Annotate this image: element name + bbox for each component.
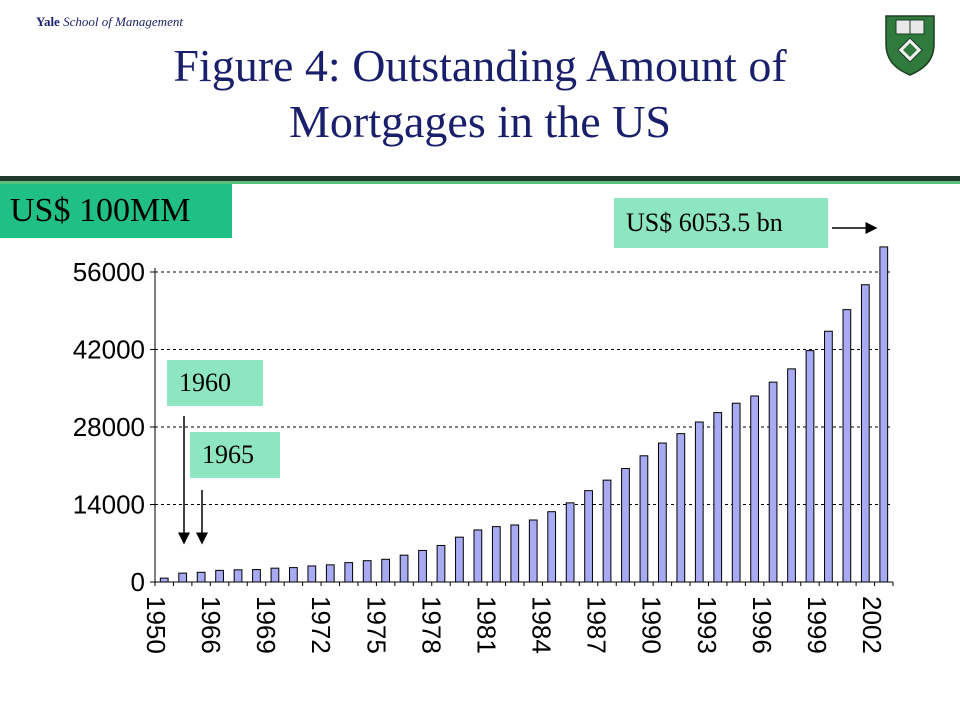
- bar: [676, 433, 686, 583]
- bar: [787, 368, 796, 583]
- header-rule-dark: [0, 176, 960, 181]
- bar: [713, 412, 723, 583]
- page-title: Figure 4: Outstanding Amount of Mortgage…: [60, 38, 900, 150]
- x-tick-label: 1972: [306, 596, 336, 654]
- bar: [584, 490, 593, 583]
- brand-label: Yale School of Management: [36, 14, 183, 30]
- total-label-box: US$ 6053.5 bn: [614, 198, 828, 248]
- header-rule-light: [0, 181, 960, 184]
- y-tick-label: 42000: [73, 335, 145, 365]
- x-tick-label: 2002: [857, 596, 887, 654]
- bar: [289, 567, 298, 583]
- bar: [215, 569, 224, 583]
- bar: [639, 455, 649, 583]
- y-tick-labels: 0 14000 28000 42000 56000: [73, 257, 145, 597]
- bar: [824, 330, 833, 583]
- marker-1965-box: 1965: [190, 432, 280, 478]
- bar: [307, 565, 317, 583]
- y-tick-label: 56000: [73, 257, 145, 287]
- yale-shield-logo: [885, 15, 935, 76]
- marker-1960-box: 1960: [167, 360, 263, 406]
- brand-yale: Yale: [36, 14, 60, 29]
- bar: [750, 395, 759, 583]
- y-tick-label: 0: [131, 567, 145, 597]
- bar: [399, 554, 409, 583]
- bar: [510, 524, 520, 583]
- bar: [418, 549, 427, 583]
- bar: [879, 246, 889, 583]
- bar: [473, 529, 483, 583]
- bar: [233, 569, 243, 583]
- marker-1965-label: 1965: [202, 440, 254, 469]
- axes: [150, 268, 894, 586]
- bar: [491, 526, 501, 583]
- bar: [270, 567, 280, 583]
- marker-1960-label: 1960: [179, 368, 231, 397]
- title-line-2: Mortgages in the US: [288, 96, 671, 147]
- x-tick-label: 1996: [747, 596, 777, 654]
- bar: [621, 468, 630, 583]
- x-tick-label: 1975: [361, 596, 391, 654]
- x-tick-label: 1966: [196, 596, 226, 654]
- bar: [362, 560, 372, 583]
- unit-label: US$ 100MM: [10, 192, 191, 229]
- total-label: US$ 6053.5 bn: [626, 208, 783, 237]
- y-tick-label: 28000: [73, 412, 145, 442]
- bar: [325, 564, 335, 583]
- x-tick-label: 1978: [416, 596, 446, 654]
- bar: [602, 479, 612, 583]
- bar: [731, 402, 741, 583]
- x-tick-label: 1981: [472, 596, 502, 654]
- x-tick-label: 1987: [582, 596, 612, 654]
- x-tick-label: 1950: [141, 596, 171, 654]
- x-tick-label: 1993: [692, 596, 722, 654]
- brand-school: School of Management: [63, 14, 183, 29]
- bar: [381, 558, 390, 583]
- y-tick-label: 14000: [73, 490, 145, 520]
- x-tick-labels: 1950 1966 1969 1972 1975 1978 1981 1984 1987 1990…: [141, 596, 887, 654]
- bar: [436, 544, 446, 583]
- bar: [528, 519, 538, 583]
- bar: [694, 421, 704, 583]
- bar: [565, 502, 575, 583]
- bar: [805, 350, 815, 583]
- bar: [344, 562, 354, 583]
- unit-label-box: US$ 100MM: [0, 184, 232, 238]
- bar: [178, 572, 188, 583]
- annotation-arrows: [178, 222, 878, 545]
- bar: [547, 511, 557, 583]
- bar: [768, 381, 778, 583]
- x-tick-label: 1984: [527, 596, 557, 654]
- bar: [252, 569, 261, 583]
- title-line-1: Figure 4: Outstanding Amount of: [173, 40, 787, 91]
- x-tick-label: 1999: [802, 596, 832, 654]
- bars: [159, 246, 889, 583]
- x-tick-label: 1969: [251, 596, 281, 654]
- bar: [196, 571, 206, 583]
- bar: [860, 284, 870, 583]
- bar: [159, 577, 169, 583]
- bar: [658, 442, 667, 583]
- bar: [455, 536, 464, 583]
- bar: [842, 309, 852, 583]
- x-tick-label: 1990: [637, 596, 667, 654]
